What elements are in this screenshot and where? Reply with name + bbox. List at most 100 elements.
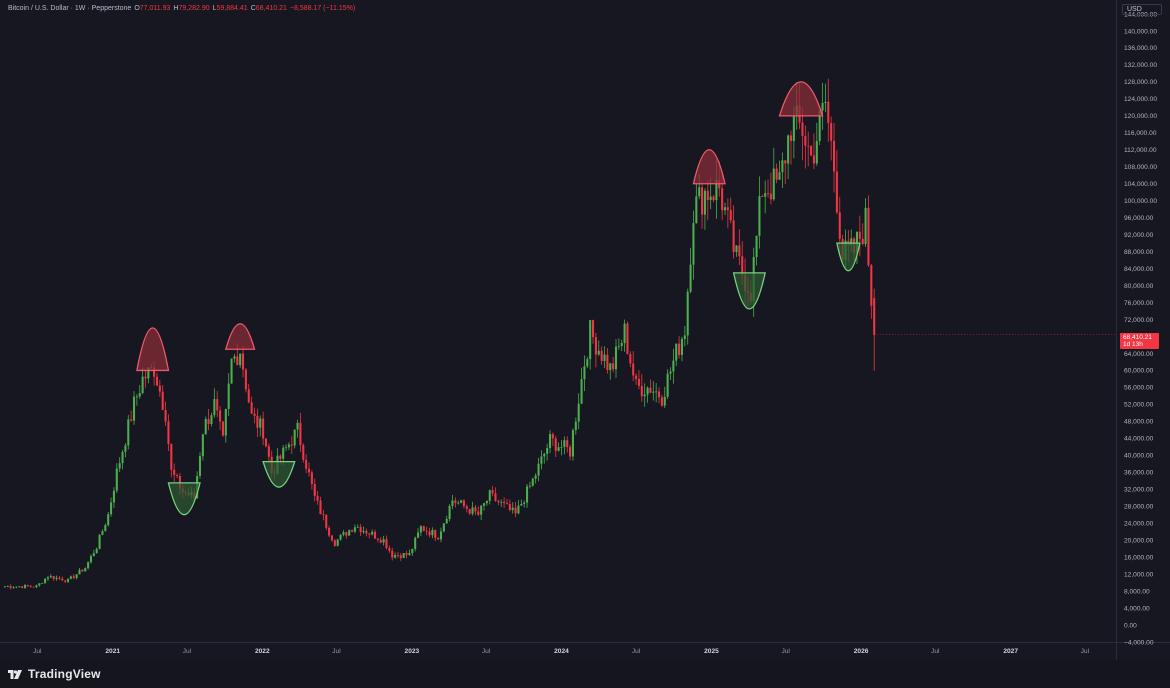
candle-body (330, 535, 334, 541)
candle-body (528, 485, 531, 487)
brand-name[interactable]: TradingView (28, 667, 101, 681)
x-tick-label: 2027 (1003, 648, 1018, 655)
candle-body (15, 586, 18, 588)
candle-body (396, 555, 399, 556)
bottom-arc-highlight (262, 461, 296, 488)
x-tick-label: 2026 (854, 648, 869, 655)
candle-body (497, 500, 500, 502)
candle-body (233, 356, 236, 359)
y-tick-label: 16,000.00 (1124, 554, 1154, 561)
y-tick-label: 128,000.00 (1124, 79, 1157, 86)
candle-body (121, 452, 124, 464)
candle-body (480, 505, 483, 515)
candle-body (373, 531, 377, 539)
candle-body (362, 531, 365, 533)
candle-body (359, 526, 362, 533)
y-tick-label: 96,000.00 (1124, 215, 1154, 222)
candle-body (247, 389, 250, 403)
candle-body (706, 190, 709, 200)
y-tick-label: 124,000.00 (1124, 96, 1157, 103)
candle-body (382, 539, 385, 543)
candle-body (95, 548, 98, 554)
y-tick-label: 64,000.00 (1124, 351, 1154, 358)
candle-body (606, 354, 609, 370)
tradingview-logo-icon[interactable] (8, 669, 22, 679)
candle-body (761, 196, 764, 198)
candle-body (448, 505, 451, 519)
candle-body (158, 385, 161, 392)
candle-body (259, 418, 262, 428)
candle-body (594, 337, 597, 355)
candle-body (414, 537, 417, 549)
candle-body (629, 354, 632, 364)
candle-body (35, 585, 38, 588)
candle-body (689, 264, 692, 292)
y-tick-label: 72,000.00 (1124, 317, 1154, 324)
candle-body (442, 523, 445, 532)
candle-body (9, 586, 12, 588)
y-tick-label: 40,000.00 (1124, 453, 1154, 460)
candle-body (236, 356, 239, 366)
candle-body (141, 376, 144, 394)
y-tick-label: 36,000.00 (1124, 470, 1154, 477)
candle-body (465, 506, 468, 509)
change-value: −8,588.17 (−11.15%) (289, 5, 356, 12)
candle-body (589, 320, 592, 360)
candle-body (655, 391, 658, 393)
y-tick-label: 44,000.00 (1124, 436, 1154, 443)
candle-body (807, 145, 810, 147)
candle-body (26, 585, 29, 587)
candle-body (832, 140, 836, 172)
y-tick-label: 24,000.00 (1124, 520, 1154, 527)
candle-body (399, 555, 402, 558)
candle-body (867, 207, 870, 266)
y-tick-label: −4,000.00 (1124, 639, 1154, 646)
candle-body (81, 569, 84, 572)
candle-body (78, 569, 81, 575)
candle-body (703, 190, 706, 215)
candle-body (649, 387, 652, 393)
candle-body (523, 502, 526, 505)
symbol-label[interactable]: Bitcoin / U.S. Dollar · 1W · Pepperstone (8, 5, 132, 12)
close-value: 68,410.21 (255, 5, 287, 12)
candle-body (569, 447, 572, 457)
candle-body (153, 367, 156, 377)
candle-body (402, 553, 405, 558)
currency-selector[interactable]: USD (1122, 4, 1162, 15)
candle-body (302, 445, 305, 460)
y-tick-label: 112,000.00 (1124, 147, 1157, 154)
candle-body (861, 238, 864, 245)
candle-body (161, 391, 164, 410)
candle-body (683, 335, 686, 339)
candle-body (84, 568, 87, 572)
candle-body (494, 493, 497, 501)
x-tick-label: Jul (931, 648, 940, 655)
candle-body (614, 346, 618, 370)
candle-body (115, 468, 118, 491)
candle-body (755, 235, 758, 258)
candle-body (824, 101, 827, 103)
candle-body (686, 291, 689, 336)
candle-body (517, 505, 520, 514)
candle-body (282, 447, 285, 459)
price-chart[interactable]: −4,000.00 0.00 4,000.00 8,000.00 12,000.00 16… (0, 0, 1170, 660)
candle-body (264, 438, 268, 447)
candle-body (207, 419, 210, 424)
top-arc-highlight (136, 327, 170, 372)
candle-body (434, 529, 437, 538)
candle-body (132, 396, 136, 421)
candle-body (477, 511, 480, 515)
candle-body (574, 421, 577, 431)
y-tick-label: 136,000.00 (1124, 45, 1157, 52)
candle-body (609, 363, 612, 370)
candle-body (712, 196, 715, 201)
y-tick-label: 120,000.00 (1124, 113, 1157, 120)
candle-body (29, 586, 32, 587)
x-tick-label: Jul (632, 648, 641, 655)
candle-body (660, 397, 663, 406)
candle-body (698, 187, 701, 197)
chart-area[interactable]: −4,000.00 0.00 4,000.00 8,000.00 12,000.00 16… (0, 0, 1170, 660)
candle-body (422, 526, 425, 531)
x-tick-label: Jul (482, 648, 491, 655)
candle-body (810, 145, 813, 156)
